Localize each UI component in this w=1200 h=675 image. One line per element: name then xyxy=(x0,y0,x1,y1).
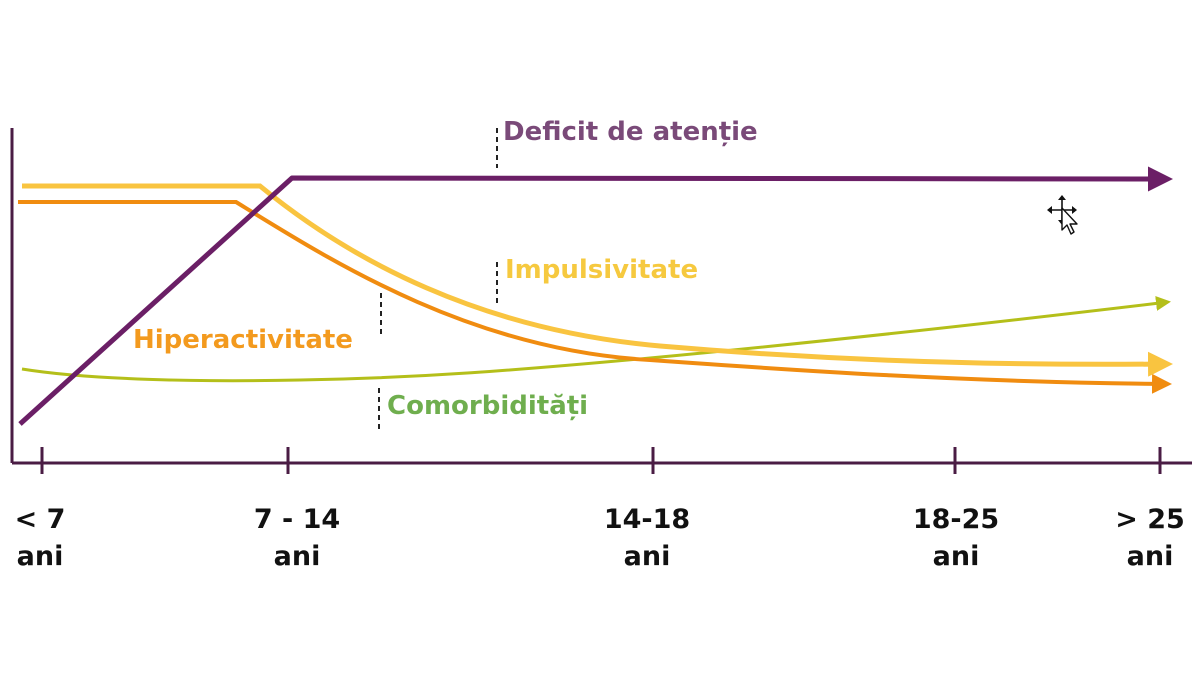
move-cursor-icon xyxy=(1047,195,1078,235)
impulsivitate-curve xyxy=(22,183,1173,377)
tick-label: 18-25 xyxy=(913,504,999,535)
tick-label: > 25 xyxy=(1115,504,1185,535)
tick-label: ani xyxy=(17,541,64,572)
comorbiditati-curve xyxy=(21,295,1171,383)
label-impulsivitate: Impulsivitate xyxy=(505,255,698,285)
x-axis-ticks xyxy=(40,447,1162,474)
tick-label: ani xyxy=(274,541,321,572)
label-comorbiditati: Comorbidități xyxy=(387,391,588,421)
label-deficit: Deficit de atenție xyxy=(503,117,758,147)
tick-label: 7 - 14 xyxy=(254,504,340,535)
label-leaders xyxy=(378,128,498,429)
tick-label: 14-18 xyxy=(604,504,690,535)
tick-label: < 7 xyxy=(15,504,66,535)
tick-label: ani xyxy=(624,541,671,572)
label-hiperactivitate: Hiperactivitate xyxy=(133,325,353,355)
tick-label: ani xyxy=(933,541,980,572)
deficit-line xyxy=(18,166,1173,426)
x-tick-labels: < 7 ani 7 - 14 ani 14-18 ani 18-25 ani >… xyxy=(15,504,1185,572)
hiperactivitate-curve xyxy=(18,200,1172,394)
tick-label: ani xyxy=(1127,541,1174,572)
